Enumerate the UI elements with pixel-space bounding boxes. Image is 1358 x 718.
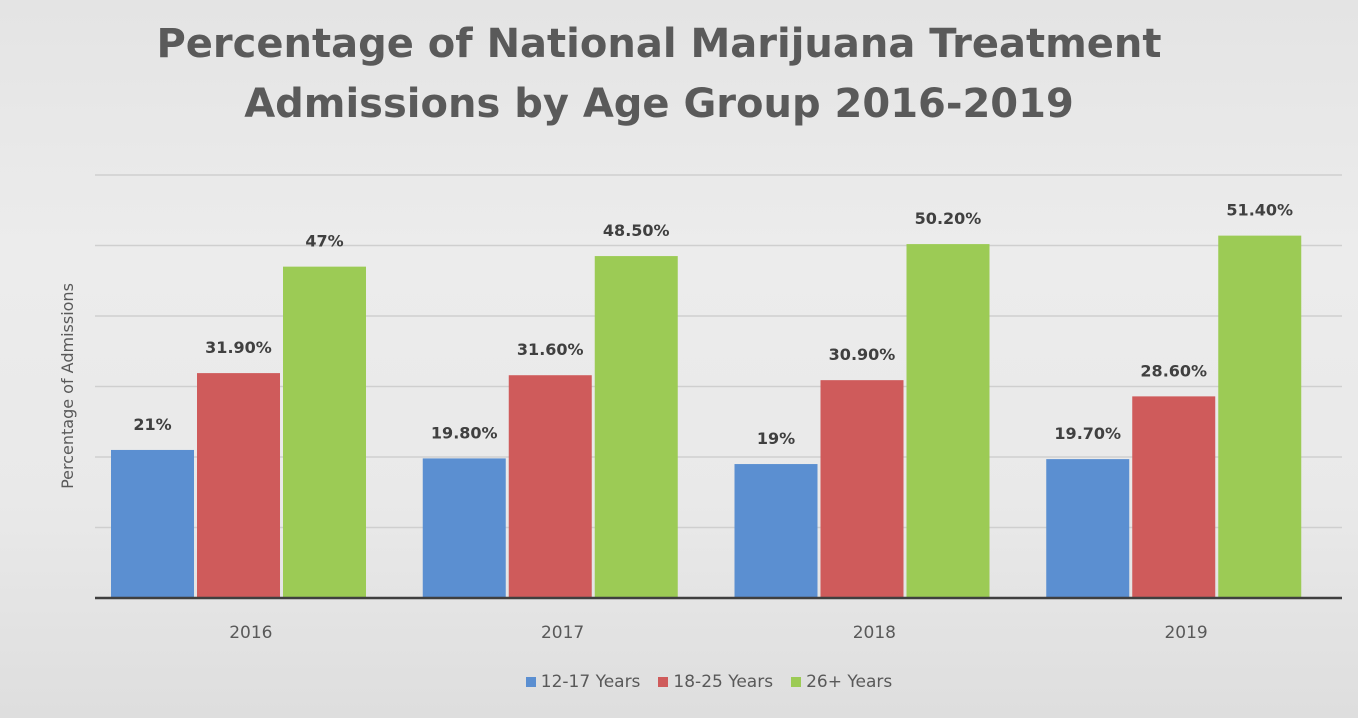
- bars: [111, 235, 1302, 598]
- bar-2017-series-2: [508, 375, 592, 598]
- data-label-2017-series-1: 19.80%: [431, 423, 498, 442]
- data-label-2018-series-1: 19%: [757, 429, 795, 448]
- y-axis-title: Percentage of Admissions: [58, 283, 77, 489]
- chart-title: Percentage of National Marijuana Treatme…: [0, 14, 1318, 134]
- x-tick-label: 2019: [1164, 623, 1207, 643]
- legend-item: 18-25 Years: [658, 672, 773, 692]
- bar-2018-series-1: [734, 464, 818, 598]
- data-label-2019-series-1: 19.70%: [1054, 424, 1121, 443]
- x-tick-label: 2016: [229, 623, 272, 643]
- data-label-2017-series-2: 31.60%: [517, 340, 584, 359]
- bar-2018-series-3: [906, 244, 990, 598]
- legend-item: 12-17 Years: [525, 672, 641, 692]
- data-label-2019-series-2: 28.60%: [1140, 361, 1207, 380]
- bar-2019-series-3: [1218, 235, 1302, 598]
- x-tick-label: 2017: [541, 623, 584, 643]
- legend-swatch: [525, 677, 536, 687]
- bar-2019-series-2: [1132, 396, 1216, 598]
- legend-label: 26+ Years: [806, 672, 893, 692]
- data-label-2017-series-3: 48.50%: [603, 221, 670, 240]
- data-label-2018-series-2: 30.90%: [829, 345, 896, 364]
- chart-title-line-1: Percentage of National Marijuana Treatme…: [156, 21, 1162, 67]
- x-tick-label: 2018: [853, 623, 896, 643]
- data-labels: 21% 31.90% 47% 19.80% 31.60% 48.50% 19% 30.90% 5…: [133, 201, 1293, 448]
- legend-item: 26+ Years: [791, 672, 892, 692]
- data-label-2018-series-3: 50.20%: [915, 209, 982, 228]
- bar-2019-series-1: [1046, 459, 1130, 598]
- legend-swatch: [791, 677, 802, 687]
- data-label-2016-series-3: 47%: [305, 232, 343, 251]
- chart-title-line-2: Admissions by Age Group 2016-2019: [244, 81, 1074, 127]
- legend-swatch: [658, 677, 669, 687]
- legend: 12-17 Years 18-25 Years 26+ Years: [0, 672, 1358, 692]
- x-axis: 2016 2017 2018 2019: [95, 596, 1342, 643]
- data-label-2016-series-1: 21%: [133, 415, 171, 434]
- bar-2016-series-3: [283, 266, 366, 598]
- bar-2017-series-1: [422, 458, 506, 598]
- legend-label: 12-17 Years: [540, 672, 641, 692]
- bar-2016-series-1: [111, 449, 194, 598]
- data-label-2016-series-2: 31.90%: [205, 338, 272, 357]
- legend-label: 18-25 Years: [673, 672, 774, 692]
- bar-2016-series-2: [197, 373, 280, 598]
- data-label-2019-series-3: 51.40%: [1226, 201, 1293, 220]
- bar-2018-series-2: [820, 380, 904, 598]
- bar-2017-series-3: [594, 256, 678, 598]
